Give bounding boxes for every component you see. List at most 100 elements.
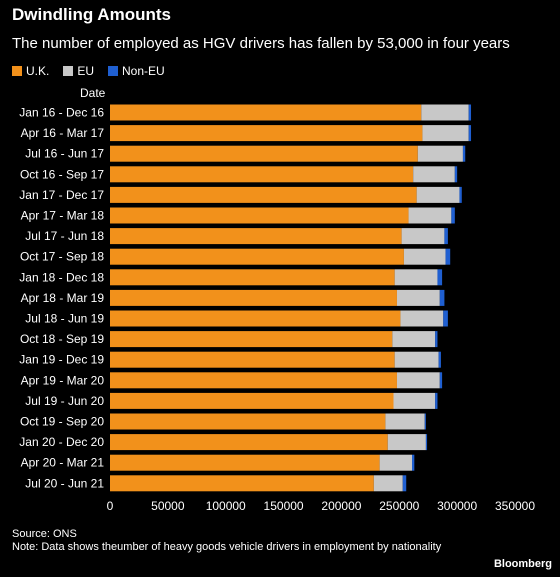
bar-segment-uk <box>110 125 423 142</box>
bar-segment-non-eu <box>468 104 472 121</box>
bar-segment-eu <box>396 289 440 306</box>
x-tick-label: 50000 <box>151 499 185 513</box>
bar-segment-uk <box>110 475 374 492</box>
category-label: Apr 19 - Mar 20 <box>21 373 105 387</box>
bar-segment-eu <box>417 145 463 162</box>
bar-segment-eu <box>408 207 452 224</box>
bar-segment-non-eu <box>435 331 438 348</box>
bar-segment-non-eu <box>439 372 443 389</box>
bar-segment-eu <box>394 351 439 368</box>
bar-segment-uk <box>110 289 397 306</box>
chart-subtitle: The number of employed as HGV drivers ha… <box>12 35 510 52</box>
bar-segment-uk <box>110 454 380 471</box>
bar-segment-eu <box>422 125 469 142</box>
bar-segment-uk <box>110 145 418 162</box>
bar-segment-uk <box>110 269 395 286</box>
category-label: Jan 19 - Dec 19 <box>19 353 104 367</box>
legend-label-eu: EU <box>77 64 95 78</box>
bar-segment-eu <box>401 228 445 245</box>
x-tick-label: 0 <box>107 499 114 513</box>
legend-swatch-eu <box>63 66 74 76</box>
bar-segment-non-eu <box>459 186 462 203</box>
x-tick-label: 300000 <box>437 499 477 513</box>
bar-segment-eu <box>413 166 455 183</box>
bar-segment-non-eu <box>444 228 448 245</box>
legend-label-non-eu: Non-EU <box>122 64 165 78</box>
bar-segment-non-eu <box>435 392 438 409</box>
category-label: Jan 20 - Dec 20 <box>19 435 104 449</box>
legend-item-eu: EU <box>63 64 94 78</box>
bar-segment-eu <box>403 248 446 265</box>
bar-segment-non-eu <box>424 413 426 430</box>
legend-item-uk: U.K. <box>12 64 49 78</box>
bar-segment-eu <box>392 331 436 348</box>
bar-segment-non-eu <box>402 475 407 492</box>
legend-label-uk: U.K. <box>26 64 50 78</box>
bar-segment-uk <box>110 413 386 430</box>
category-label: Apr 16 - Mar 17 <box>21 126 105 140</box>
bloomberg-logo: Bloomberg <box>493 558 552 570</box>
category-label: Jan 16 - Dec 16 <box>19 106 104 120</box>
bar-segment-uk <box>110 372 397 389</box>
category-label: Apr 17 - Mar 18 <box>21 209 105 223</box>
bar-segment-non-eu <box>425 434 428 451</box>
bar-segment-eu <box>385 413 425 430</box>
legend-swatch-non-eu <box>108 66 119 76</box>
bar-segment-eu <box>416 186 460 203</box>
bar-segment-uk <box>110 434 388 451</box>
x-tick-label: 350000 <box>495 499 535 513</box>
bar-segment-non-eu <box>462 145 466 162</box>
bar-segment-eu <box>387 434 426 451</box>
bar-segment-uk <box>110 248 404 265</box>
bar-segment-non-eu <box>445 248 451 265</box>
y-axis-label: Date <box>80 86 106 100</box>
note-text: Note: Data shows theumber of heavy goods… <box>12 541 442 553</box>
bar-segment-eu <box>394 269 438 286</box>
x-tick-label: 250000 <box>379 499 419 513</box>
category-label: Oct 18 - Sep 19 <box>20 332 104 346</box>
bar-segment-eu <box>393 392 436 409</box>
category-label: Jan 17 - Dec 17 <box>19 188 104 202</box>
category-label: Apr 18 - Mar 19 <box>21 291 105 305</box>
bar-segment-eu <box>373 475 403 492</box>
legend-item-non-eu: Non-EU <box>108 64 165 78</box>
category-label: Apr 20 - Mar 21 <box>21 456 105 470</box>
bar-segment-uk <box>110 310 401 327</box>
category-label: Oct 16 - Sep 17 <box>20 167 104 181</box>
bar-segment-uk <box>110 104 422 121</box>
category-label: Jul 20 - Jun 21 <box>25 476 104 490</box>
bar-segment-uk <box>110 186 417 203</box>
bar-segment-uk <box>110 331 393 348</box>
bar-segment-uk <box>110 166 414 183</box>
source-text: Source: ONS <box>12 528 77 540</box>
category-label: Jul 18 - Jun 19 <box>25 312 104 326</box>
bar-segment-non-eu <box>454 166 458 183</box>
bar-segment-eu <box>421 104 469 121</box>
category-label: Jul 19 - Jun 20 <box>25 394 104 408</box>
legend-swatch-uk <box>12 66 22 76</box>
bar-segment-uk <box>110 351 395 368</box>
bar-segment-eu <box>400 310 444 327</box>
category-label: Jan 18 - Dec 18 <box>19 270 104 284</box>
bar-segment-non-eu <box>451 207 455 224</box>
bar-segment-non-eu <box>438 351 441 368</box>
bar-segment-non-eu <box>439 289 445 306</box>
bar-segment-uk <box>110 228 402 245</box>
category-label: Jul 17 - Jun 18 <box>25 229 104 243</box>
bar-segment-non-eu <box>412 454 415 471</box>
x-tick-label: 100000 <box>206 499 246 513</box>
legend: U.K. EU Non-EU <box>12 64 179 78</box>
category-label: Jul 16 - Jun 17 <box>25 147 104 161</box>
bar-segment-non-eu <box>437 269 443 286</box>
bar-segment-eu <box>379 454 413 471</box>
category-label: Oct 17 - Sep 18 <box>20 250 104 264</box>
bar-segment-non-eu <box>443 310 448 327</box>
x-tick-label: 150000 <box>264 499 304 513</box>
x-tick-label: 200000 <box>321 499 361 513</box>
bar-segment-eu <box>396 372 440 389</box>
bar-segment-non-eu <box>468 125 472 142</box>
bar-segment-uk <box>110 392 394 409</box>
chart-title: Dwindling Amounts <box>12 5 171 24</box>
bar-segment-uk <box>110 207 409 224</box>
